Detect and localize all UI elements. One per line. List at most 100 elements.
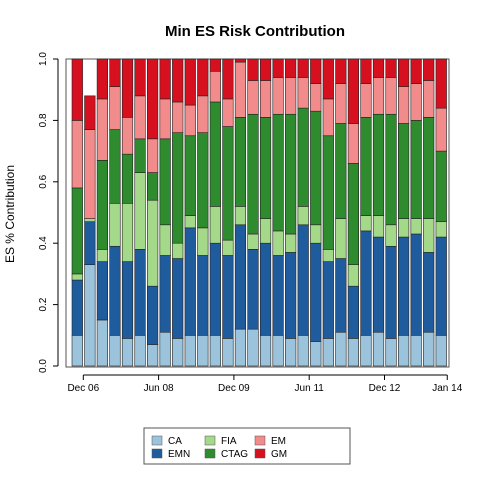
legend-label-fia: FIA	[221, 436, 237, 447]
bar-segment-emn	[197, 255, 209, 336]
bar-segment-ca	[310, 341, 322, 367]
bar-segment-gm	[197, 58, 209, 97]
bar-segment-ctag	[121, 153, 134, 204]
bar-segment-em	[360, 83, 372, 118]
bar-segment-gm	[159, 58, 171, 100]
bar-segment-ctag	[335, 123, 347, 219]
bars-layer	[71, 58, 447, 367]
bar-segment-emn	[71, 279, 83, 336]
bar-segment-ctag	[435, 150, 447, 223]
bar-segment-fia	[184, 215, 196, 229]
y-tick-label: 0.2	[38, 297, 49, 311]
bar-segment-emn	[121, 261, 134, 339]
bar-segment-fia	[297, 206, 309, 226]
bar-segment-emn	[285, 252, 297, 339]
bar-segment-ctag	[259, 117, 272, 219]
bar-segment-gm	[109, 58, 121, 87]
bar-segment-ca	[84, 264, 96, 367]
bar-segment-emn	[96, 261, 108, 321]
bar-segment-emn	[360, 230, 372, 336]
y-tick-label: 0.8	[38, 113, 49, 127]
bar-segment-em	[172, 101, 184, 133]
bar-segment-em	[297, 77, 309, 109]
bar-segment-ctag	[285, 113, 297, 235]
bar-segment-emn	[234, 224, 247, 330]
bar-segment-emn	[147, 285, 159, 345]
x-tick-label: Dec 12	[369, 383, 401, 394]
bar-segment-gm	[147, 58, 159, 140]
bar-segment-ctag	[159, 138, 171, 226]
bar-segment-em	[322, 98, 334, 137]
bar-segment-gm	[410, 58, 422, 84]
bar-segment-emn	[322, 261, 334, 339]
bar-segment-em	[435, 107, 447, 152]
bar-segment-ca	[285, 338, 297, 367]
y-tick-label: 0.4	[38, 236, 49, 250]
bar-segment-fia	[360, 215, 372, 232]
bar-segment-ca	[234, 328, 247, 367]
bar-segment-ca	[335, 331, 347, 367]
bar-segment-em	[347, 123, 360, 164]
bar-segment-emn	[259, 242, 272, 336]
bar-segment-fia	[335, 218, 347, 259]
bar-segment-gm	[84, 95, 96, 130]
bar-segment-ca	[372, 331, 385, 367]
bar-segment-fia	[96, 249, 108, 262]
bar-segment-emn	[310, 242, 322, 342]
bar-segment-fia	[147, 199, 159, 287]
bar-segment-ctag	[397, 123, 410, 219]
bar-segment-gm	[297, 58, 309, 78]
bar-segment-gm	[372, 58, 385, 78]
x-tick-label: Jun 11	[295, 383, 325, 394]
bar-segment-ctag	[360, 117, 372, 216]
bar-segment-em	[71, 120, 83, 189]
legend-label-em: EM	[271, 436, 286, 447]
x-axis: Dec 06 Jun 08 Dec 09 Jun 11 Dec 12 Jan 14	[67, 374, 463, 394]
bar-segment-em	[310, 83, 322, 112]
bar-segment-gm	[259, 58, 272, 81]
bar-segment-ca	[96, 319, 108, 367]
bar-segment-fia	[172, 242, 184, 259]
bar-segment-em	[209, 70, 221, 103]
y-axis: 0.0 0.2 0.4 0.6 0.8 1.0	[38, 52, 59, 373]
bar-segment-fia	[121, 202, 134, 262]
bar-segment-fia	[109, 202, 121, 247]
legend-swatch-ca	[151, 435, 163, 446]
bar-segment-fia	[234, 206, 247, 226]
bar-segment-ca	[435, 334, 447, 367]
bar-segment-gm	[96, 58, 108, 100]
bar-segment-ca	[159, 331, 171, 367]
bar-segment-emn	[222, 255, 234, 339]
bar-segment-gm	[184, 58, 196, 106]
bar-segment-gm	[134, 58, 146, 97]
bar-segment-emn	[297, 224, 309, 336]
chart-title: Min ES Risk Contribution	[165, 23, 345, 40]
bar-segment-em	[423, 80, 435, 118]
bar-segment-fia	[410, 218, 422, 235]
bar-segment-ca	[360, 334, 372, 367]
bar-segment-em	[159, 98, 171, 140]
bar-segment-ctag	[234, 117, 247, 207]
bar-segment-em	[109, 86, 121, 130]
x-tick-label: Jan 14	[432, 383, 462, 394]
bar-segment-ctag	[109, 129, 121, 204]
bar-segment-ctag	[310, 110, 322, 226]
bar-segment-fia	[372, 215, 385, 238]
bar-segment-ctag	[385, 113, 397, 226]
bar-segment-fia	[84, 218, 96, 223]
bar-segment-ctag	[372, 113, 385, 216]
bar-segment-fia	[397, 218, 410, 238]
bar-segment-gm	[285, 58, 297, 78]
legend-label-ca: CA	[168, 436, 182, 447]
x-tick-label: Dec 06	[67, 383, 99, 394]
bar-segment-ctag	[197, 132, 209, 229]
bar-segment-ca	[259, 334, 272, 367]
bar-segment-em	[84, 129, 96, 219]
bar-segment-ca	[385, 338, 397, 367]
bar-segment-emn	[247, 249, 259, 330]
bar-segment-emn	[347, 285, 360, 339]
y-tick-label: 1.0	[38, 52, 49, 66]
legend-label-gm: GM	[271, 449, 287, 460]
bar-segment-em	[397, 86, 410, 124]
